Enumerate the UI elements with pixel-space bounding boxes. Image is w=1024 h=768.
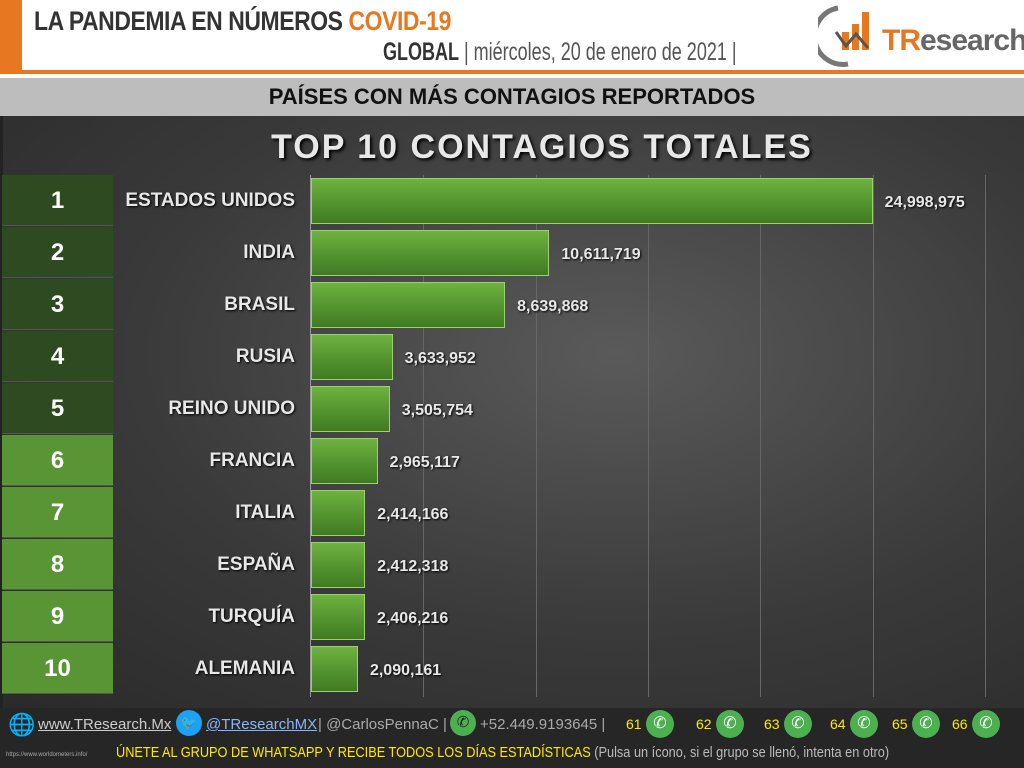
country-label: INDIA: [243, 242, 295, 263]
group-number: 61: [626, 716, 642, 732]
rank-label: 1: [2, 175, 113, 226]
bar: [311, 282, 506, 328]
bar: [311, 178, 873, 224]
phone: +52.449.9193645 |: [480, 716, 606, 733]
scope: GLOBAL: [383, 38, 459, 66]
rank-label: 3: [2, 279, 113, 330]
value-label: 2,406,216: [377, 610, 449, 627]
country-label: TURQUÍA: [208, 606, 295, 627]
twitter-link[interactable]: @TResearchMX: [206, 716, 318, 733]
rank-label: 2: [2, 227, 113, 278]
country-label: ESPAÑA: [217, 554, 295, 575]
group-number: 64: [830, 716, 846, 732]
page-title: LA PANDEMIA EN NÚMEROS COVID-19: [34, 6, 451, 37]
country-label: REINO UNIDO: [168, 398, 295, 419]
header: LA PANDEMIA EN NÚMEROS COVID-19 GLOBAL |…: [0, 0, 1024, 74]
subtitle: PAÍSES CON MÁS CONTAGIOS REPORTADOS: [0, 78, 1024, 116]
group-number: 65: [892, 716, 908, 732]
date-line: GLOBAL | miércoles, 20 de enero de 2021 …: [383, 38, 737, 67]
bar: [311, 334, 393, 380]
chart-title: TOP 10 CONTAGIOS TOTALES: [271, 128, 813, 166]
value-label: 3,633,952: [404, 350, 476, 367]
country-label: BRASIL: [224, 294, 295, 315]
cta: ÚNETE AL GRUPO DE WHATSAPP Y RECIBE TODO…: [116, 744, 890, 761]
rank-label: 5: [2, 383, 113, 434]
group-number: 62: [696, 716, 712, 732]
value-label: 10,611,719: [561, 246, 641, 263]
country-label: ALEMANIA: [194, 658, 295, 679]
value-label: 2,412,318: [377, 558, 449, 575]
handle: | @CarlosPennaC |: [318, 716, 447, 733]
rank-label: 9: [2, 591, 113, 642]
value-label: 8,639,868: [517, 298, 589, 315]
rank-label: 4: [2, 331, 113, 382]
whatsapp-icon[interactable]: ✆: [850, 710, 878, 738]
bar: [311, 386, 390, 432]
country-label: FRANCIA: [209, 450, 296, 471]
group-number: 66: [952, 716, 968, 732]
whatsapp-icon[interactable]: ✆: [912, 710, 940, 738]
title-accent: COVID-19: [348, 6, 452, 36]
gridline: [760, 175, 762, 697]
source: https://www.worldometers.info/: [6, 752, 88, 758]
gridline: [872, 175, 874, 697]
value-label: 2,965,117: [389, 454, 460, 471]
rank-label: 7: [2, 487, 113, 538]
value-label: 3,505,754: [401, 402, 473, 419]
bar: [311, 490, 366, 536]
bar: [311, 438, 378, 484]
value-label: 2,414,166: [377, 506, 449, 523]
divider: [0, 70, 1024, 74]
bar: [311, 594, 366, 640]
bar: [311, 542, 366, 588]
value-label: 2,090,161: [369, 662, 442, 679]
country-label: RUSIA: [235, 346, 295, 367]
globe-icon: 🌐: [8, 712, 36, 737]
bar: [311, 646, 358, 692]
gridline: [423, 175, 425, 697]
rank-label: 6: [2, 435, 113, 486]
gridline: [648, 175, 649, 697]
group-number: 63: [764, 716, 780, 732]
gridline: [985, 175, 986, 697]
accent-bar: [0, 0, 22, 74]
rank-label: 10: [2, 643, 113, 694]
date: | miércoles, 20 de enero de 2021 |: [464, 38, 737, 66]
logo-text: TResearch: [882, 24, 1024, 57]
whatsapp-icon[interactable]: ✆: [972, 710, 1000, 738]
rank-label: 8: [2, 539, 113, 590]
phone-icon: ✆: [450, 710, 476, 736]
whatsapp-icon[interactable]: ✆: [646, 710, 674, 738]
country-label: ITALIA: [235, 502, 295, 523]
title-main: LA PANDEMIA EN NÚMEROS: [34, 6, 343, 36]
bar: [311, 230, 550, 276]
gridline: [535, 175, 537, 697]
logo-chart-icon: [812, 5, 870, 67]
whatsapp-icon[interactable]: ✆: [716, 710, 744, 738]
logo: TResearch: [812, 2, 1024, 68]
country-label: ESTADOS UNIDOS: [125, 190, 295, 211]
website-link[interactable]: www.TResearch.Mx: [38, 716, 172, 733]
whatsapp-icon[interactable]: ✆: [784, 710, 812, 738]
y-axis: [310, 175, 311, 697]
twitter-icon[interactable]: 🐦: [176, 710, 202, 736]
value-label: 24,998,975: [884, 194, 965, 211]
